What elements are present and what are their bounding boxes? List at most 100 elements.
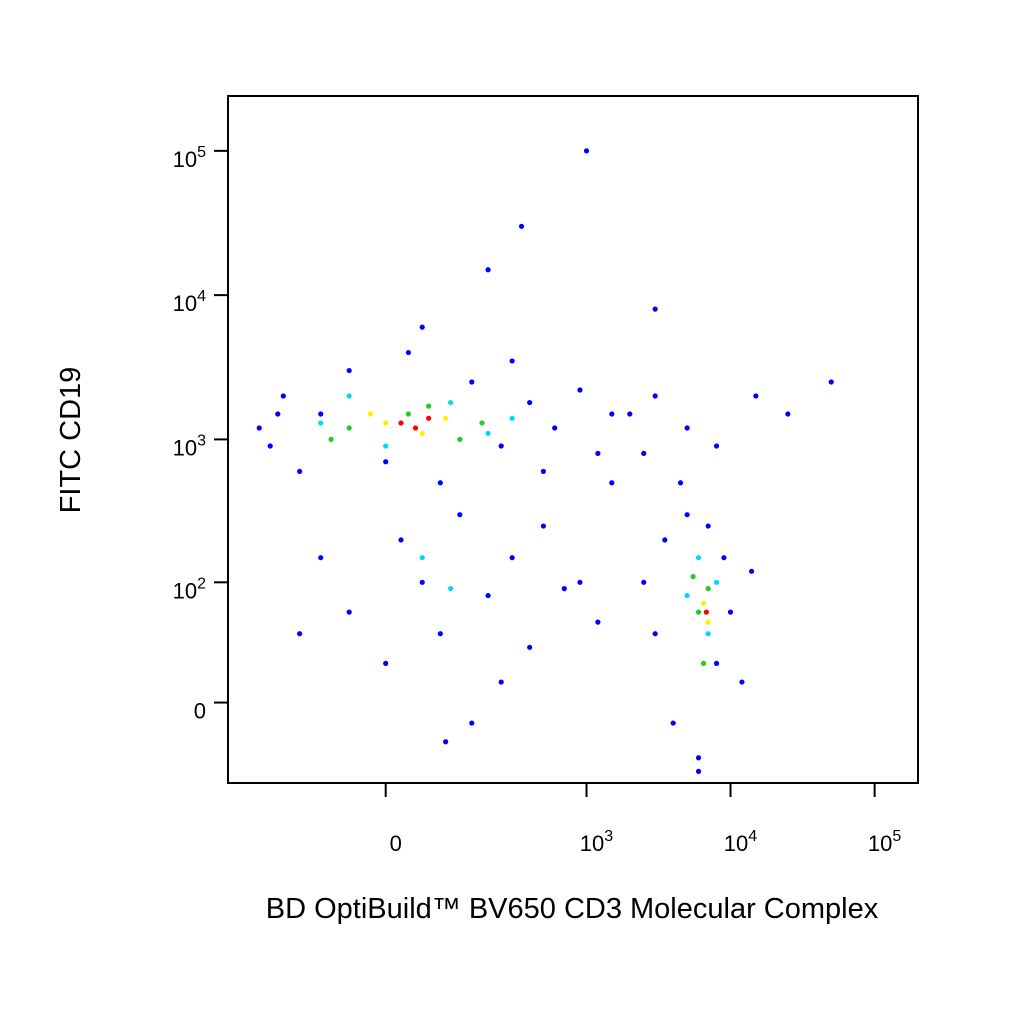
dot — [275, 411, 281, 417]
x-tick-label: 0 — [390, 831, 402, 856]
dot — [457, 512, 463, 518]
dot — [318, 420, 324, 426]
dot — [583, 148, 590, 154]
dot — [670, 720, 676, 726]
dot — [577, 387, 583, 393]
dot — [383, 443, 389, 449]
dot — [485, 592, 491, 599]
dot — [713, 660, 720, 666]
tick-exponent: 5 — [197, 144, 206, 161]
tick-exponent: 3 — [604, 828, 613, 845]
dot — [509, 358, 515, 364]
x-tick-label: 105 — [868, 828, 901, 856]
dot — [684, 425, 690, 431]
dot — [785, 411, 791, 417]
dot — [412, 425, 419, 431]
dot — [609, 480, 615, 486]
dot — [448, 399, 454, 406]
y-tick-label: 105 — [173, 144, 206, 172]
dot — [700, 600, 707, 606]
tick-exponent: 3 — [197, 432, 206, 449]
dot — [609, 411, 615, 417]
dot — [297, 631, 303, 637]
y-tick-label: 103 — [173, 432, 206, 460]
dot — [695, 555, 702, 561]
dot — [652, 306, 658, 312]
dot — [690, 573, 696, 580]
dot — [419, 430, 425, 437]
tick-base: 10 — [173, 435, 197, 460]
dot — [367, 411, 374, 417]
dot — [652, 631, 658, 637]
dot — [739, 679, 745, 685]
dot — [443, 739, 449, 745]
tick-exponent: 2 — [197, 575, 206, 592]
tick-base: 10 — [173, 578, 197, 603]
dot — [713, 443, 720, 449]
dot — [652, 393, 658, 399]
x-axis-title: BD OptiBuild™ BV650 CD3 Molecular Comple… — [266, 893, 879, 925]
dot — [727, 609, 734, 615]
dot — [684, 592, 690, 599]
dot — [641, 579, 647, 585]
dot — [280, 393, 286, 399]
dot — [705, 586, 711, 592]
dot — [705, 523, 711, 529]
dot — [561, 586, 567, 592]
dot — [469, 720, 475, 726]
tick-base: 10 — [868, 831, 892, 856]
tick-base: 10 — [173, 147, 197, 172]
dot — [540, 468, 547, 474]
dot — [595, 619, 601, 625]
dot — [705, 619, 711, 625]
y-tick-label: 104 — [173, 288, 206, 316]
x-tick-label: 104 — [724, 828, 757, 856]
dot — [485, 267, 491, 273]
dot — [677, 480, 684, 486]
dot — [485, 430, 491, 437]
dot — [713, 579, 720, 585]
dot — [398, 420, 404, 426]
dot — [469, 379, 475, 385]
dot — [721, 555, 727, 561]
dot — [383, 459, 389, 465]
dot — [437, 480, 443, 486]
dot — [577, 579, 583, 585]
dot — [398, 537, 404, 543]
dot — [437, 631, 443, 637]
dot — [527, 399, 533, 406]
dot — [383, 660, 389, 666]
dot — [405, 411, 411, 417]
dot — [426, 415, 432, 421]
dot — [828, 379, 834, 385]
tick-exponent: 5 — [892, 828, 901, 845]
dot — [419, 579, 425, 585]
dot — [509, 555, 515, 561]
y-tick-label: 0 — [194, 699, 206, 724]
dot — [695, 755, 702, 761]
tick-base: 10 — [173, 291, 197, 316]
dot — [753, 393, 759, 399]
dot — [748, 568, 755, 574]
dot — [419, 555, 425, 561]
dot — [426, 403, 432, 409]
dot — [498, 443, 504, 449]
dot — [695, 609, 702, 615]
x-tick-label: 103 — [580, 828, 613, 856]
dot — [700, 660, 707, 666]
dot — [443, 415, 449, 421]
dot — [318, 411, 324, 417]
dot — [318, 555, 324, 561]
dot — [552, 425, 558, 431]
dot — [540, 523, 547, 529]
dot — [498, 679, 504, 685]
tick-exponent: 4 — [748, 828, 757, 845]
dot — [405, 349, 411, 356]
dot — [641, 450, 647, 456]
dot — [479, 420, 485, 426]
dot — [346, 609, 352, 615]
dot — [703, 609, 709, 615]
dot — [448, 586, 454, 592]
y-tick-label: 102 — [173, 575, 206, 603]
